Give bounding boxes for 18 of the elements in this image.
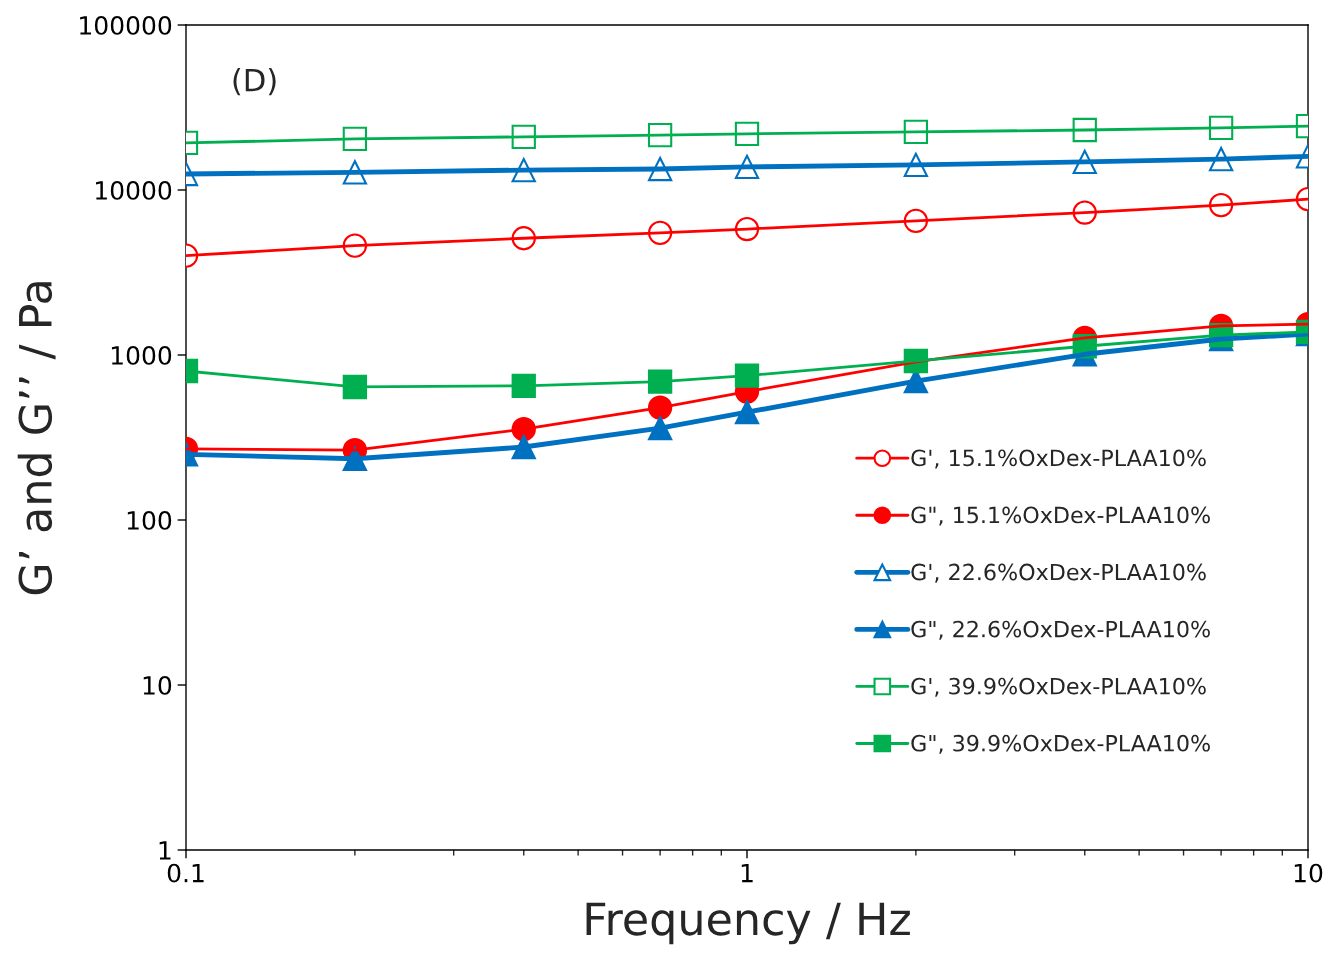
y-axis-title: G’ and G’’ / Pa bbox=[17, 282, 56, 595]
legend-label: G', 39.9%OxDex-PLAA10% bbox=[911, 677, 1206, 697]
legend-label: G', 15.1%OxDex-PLAA10% bbox=[911, 449, 1206, 469]
y-tick-label: 1 bbox=[159, 841, 171, 860]
y-tick-label: 10000 bbox=[96, 180, 172, 200]
annotation: (D) bbox=[233, 68, 276, 96]
legend-label: G', 22.6%OxDex-PLAA10% bbox=[911, 563, 1206, 583]
legend-label: G", 39.9%OxDex-PLAA10% bbox=[911, 734, 1210, 754]
x-axis-title: Frequency / Hz bbox=[586, 902, 910, 945]
y-tick-label: 1000 bbox=[111, 345, 172, 365]
x-tick-label: 1 bbox=[741, 863, 753, 883]
legend-label: G", 22.6%OxDex-PLAA10% bbox=[911, 620, 1210, 640]
y-tick-label: 100000 bbox=[80, 15, 172, 35]
x-tick-label: 10 bbox=[1294, 863, 1323, 883]
legend-label: G", 15.1%OxDex-PLAA10% bbox=[911, 506, 1210, 526]
y-tick-label: 100 bbox=[127, 510, 172, 530]
x-tick-label: 0.1 bbox=[167, 863, 204, 883]
y-tick-label: 10 bbox=[143, 675, 172, 695]
